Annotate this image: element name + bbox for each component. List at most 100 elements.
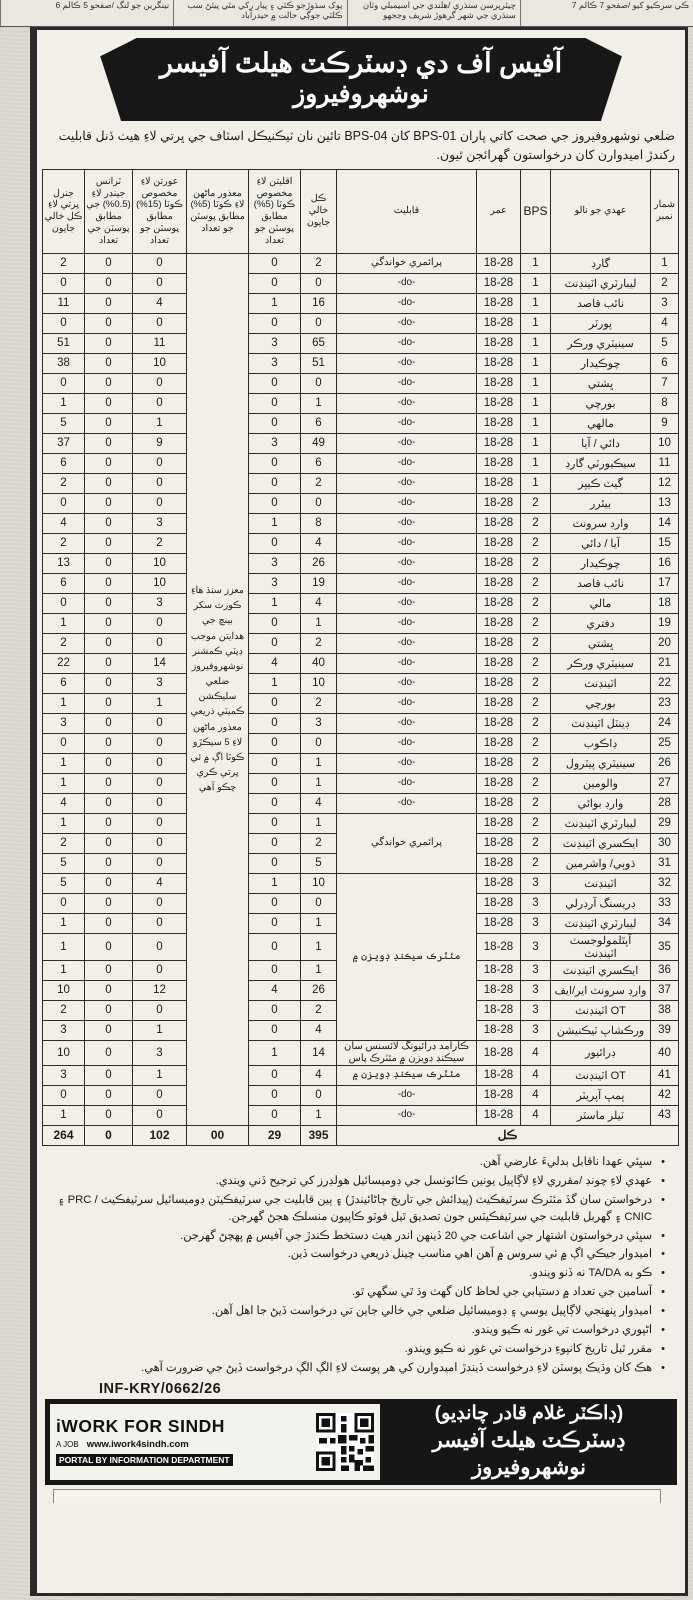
transgender-quota-cell: 0 [84,572,133,594]
women-quota-cell: 1 [132,692,187,714]
post-name-cell: ايڪسري اٽينڊنٽ [550,959,651,981]
post-name-cell: ورڪشاپ ٽيڪنيشن [550,1019,651,1041]
minority-quota-cell: 0 [248,312,301,334]
age-cell: 18-28 [476,1019,521,1041]
vacancy-row: 14 وارڊ سرونٽ 2 18-28 -do- 8 1 3 0 4 [42,512,679,534]
post-name-cell: سينيٽري پيٽرول [550,752,651,774]
serial-number-cell: 37 [650,979,679,1001]
transgender-quota-cell: 0 [84,352,133,374]
totals-label-cell: ڪل [336,1124,679,1146]
vacancy-row: 35 آپٿلمولوجسٽ اٽينڊنٽ 3 18-28 1 0 0 0 1 [42,932,679,961]
col-header-total-vacancies: ڪل خالي جايون [300,168,337,254]
serial-number-cell: 5 [650,332,679,354]
post-name-cell: گارڊ [550,252,651,274]
condition-note-item: • ڪو به TA/DA نه ڏنو ويندو. [51,1265,665,1282]
age-cell: 18-28 [476,332,521,354]
serial-number-cell: 3 [650,292,679,314]
minority-quota-cell: 0 [248,792,301,814]
post-name-cell: پورٽر [550,312,651,334]
women-quota-cell: 0 [132,452,187,474]
qualification-cell: -do- [336,712,477,734]
general-quota-cell: 3 [42,1064,85,1086]
qualification-cell: -do- [336,592,477,614]
general-quota-cell: 3 [42,712,85,734]
total-vacancies-cell: 4 [300,592,337,614]
serial-number-cell: 30 [650,832,679,854]
qualification-cell: -do- [336,332,477,354]
bps-cell: 4 [520,1064,551,1086]
post-name-cell: آيا / دائي [550,532,651,554]
bps-cell: 2 [520,852,551,874]
serial-number-cell: 31 [650,852,679,874]
women-quota-cell: 0 [132,612,187,634]
post-name-cell: آپٿلمولوجسٽ اٽينڊنٽ [550,932,651,961]
minority-quota-cell: 3 [248,332,301,354]
serial-number-cell: 36 [650,959,679,981]
qr-code-icon [316,1413,374,1472]
bps-cell: 3 [520,912,551,934]
post-name-cell: OT اٽينڊنٽ [550,999,651,1021]
age-cell: 18-28 [476,892,521,914]
bps-cell: 3 [520,979,551,1001]
minority-quota-cell: 1 [248,672,301,694]
col-header-general-quota: جنرل ڀرتي لاءِ ڪل خالي جايون [42,168,85,254]
general-quota-cell: 10 [42,979,85,1001]
women-quota-cell: 0 [132,752,187,774]
transgender-quota-cell: 0 [84,752,133,774]
women-quota-cell: 0 [132,1104,187,1126]
general-quota-cell: 6 [42,452,85,474]
vacancy-row: 21 سينيٽري ورڪر 2 18-28 -do- 40 4 14 0 22 [42,652,679,674]
total-vacancies-cell: 1 [300,1104,337,1126]
age-cell: 18-28 [476,432,521,454]
women-quota-cell: 10 [132,552,187,574]
totals-total-cell: 395 [300,1124,337,1146]
transgender-quota-cell: 0 [84,959,133,981]
bps-cell: 2 [520,812,551,834]
vacancy-row: 41 OT اٽينڊنٽ 4 18-28 مئٽرڪ سيڪنڊ ڊويزن ۾ 4 0 1… [42,1064,679,1086]
newspaper-fragment-text: پوک سڌوڙجو ڪئي ۽ پيار رکي مٿي پيئڻ سب ڪل… [173,0,346,26]
transgender-quota-cell: 0 [84,979,133,1001]
vacancy-row: 32 اٽينڊنٽ 3 18-28 مئٽرڪ سيڪنڊ ڊويزن ۾ 10 1 4 0 5 [42,872,679,1041]
minority-quota-cell: 0 [248,272,301,294]
post-name-cell: سيڪيورٽي گارڊ [550,452,651,474]
general-quota-cell: 3 [42,1019,85,1041]
age-cell: 18-28 [476,1084,521,1106]
post-name-cell: ليبارٽري اٽينڊنٽ [550,912,651,934]
qualification-cell: پرائمري خواندگي [336,252,477,274]
general-quota-cell: 0 [42,592,85,614]
bps-cell: 2 [520,832,551,854]
general-quota-cell: 1 [42,812,85,834]
serial-number-cell: 18 [650,592,679,614]
transgender-quota-cell: 0 [84,712,133,734]
transgender-quota-cell: 0 [84,932,133,961]
post-name-cell: ڌوٻي/ واشرمين [550,852,651,874]
total-vacancies-cell: 49 [300,432,337,454]
vacancy-row: 1 گارڊ 1 18-28 پرائمري خواندگي 2 0 معزز سنڌ هاء… [42,252,679,1126]
serial-number-cell: 38 [650,999,679,1021]
condition-note-item: • هڪ کان وڌيڪ پوسٽن لاءِ درخواست ڏيندڙ ام… [51,1360,665,1377]
post-name-cell: چوڪيدار [550,552,651,574]
post-name-cell: مالهي [550,412,651,434]
condition-note-item: • درخواستن سان گڏ مئٽرڪ سرٽيفڪيٽ (پيدائش … [57,1193,665,1223]
post-name-cell: ڊرائيور [550,1039,651,1066]
minority-quota-cell: 0 [248,532,301,554]
women-quota-cell: 1 [132,1019,187,1041]
age-cell: 18-28 [476,872,521,894]
minority-quota-cell: 0 [248,912,301,934]
total-vacancies-cell: 4 [300,532,337,554]
women-quota-cell: 10 [132,572,187,594]
bps-cell: 2 [520,572,551,594]
transgender-quota-cell: 0 [84,1039,133,1066]
minority-quota-cell: 0 [248,932,301,961]
bullet-icon: • [661,1362,665,1375]
qualification-cell: -do- [336,672,477,694]
bps-cell: 1 [520,252,551,274]
minority-quota-cell: 0 [248,999,301,1021]
transgender-quota-cell: 0 [84,332,133,354]
vacancy-row: 18 مالي 2 18-28 -do- 4 1 3 0 0 [42,592,679,614]
col-header-disabled-quota: معذور ماڻهن لاءِ ڪوٽا (5%) مطابق پوسٽن ج… [186,168,249,254]
vacancy-row: 22 اٽينڊنٽ 2 18-28 -do- 10 1 3 0 6 [42,672,679,694]
minority-quota-cell: 0 [248,812,301,834]
total-vacancies-cell: 4 [300,1019,337,1041]
serial-number-cell: 19 [650,612,679,634]
